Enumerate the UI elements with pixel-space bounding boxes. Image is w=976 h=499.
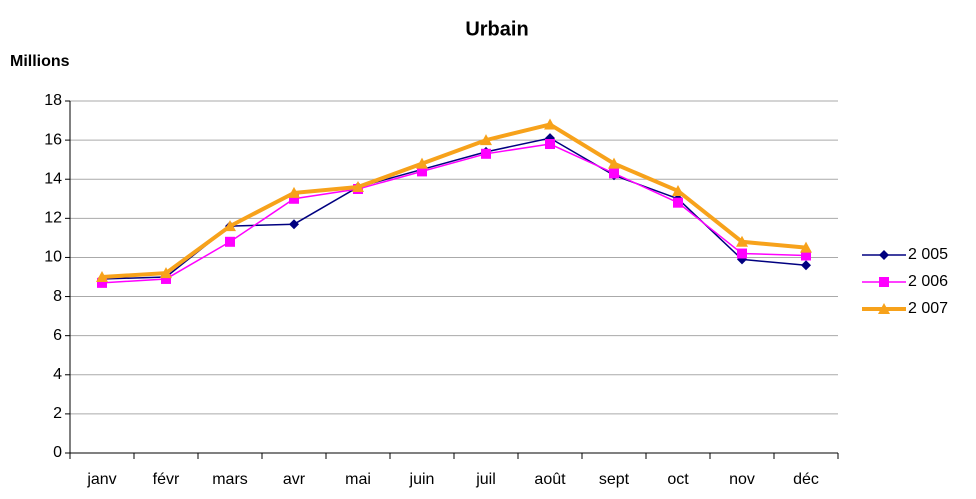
y-tick-label: 2: [53, 405, 62, 422]
y-tick-label: 4: [53, 366, 62, 383]
marker: [545, 139, 555, 150]
x-tick-label: août: [534, 471, 566, 488]
marker: [673, 197, 683, 208]
marker: [288, 186, 300, 198]
marker: [352, 181, 364, 193]
legend-label: 2 006: [908, 273, 948, 290]
y-tick-label: 6: [53, 327, 62, 344]
marker: [481, 148, 491, 159]
legend-label: 2 005: [908, 246, 948, 263]
y-tick-label: 0: [53, 444, 62, 461]
marker: [544, 118, 556, 130]
marker: [480, 134, 492, 146]
marker: [289, 193, 299, 204]
y-tick-label: 12: [44, 210, 62, 227]
marker: [96, 271, 108, 282]
marker: [879, 250, 889, 260]
series-line: [101, 122, 807, 279]
x-tick-label: oct: [667, 471, 689, 488]
marker: [878, 303, 890, 314]
marker: [609, 168, 619, 179]
marker: [225, 236, 235, 247]
marker: [800, 241, 812, 253]
marker: [160, 267, 172, 279]
y-tick-label: 10: [44, 249, 62, 266]
x-tick-label: avr: [283, 471, 306, 488]
x-tick-label: juil: [475, 471, 496, 488]
y-tick-label: 16: [44, 131, 62, 148]
marker: [224, 220, 236, 232]
marker: [289, 219, 299, 230]
marker: [801, 260, 811, 271]
x-tick-label: févr: [153, 471, 180, 488]
x-tick-label: janv: [86, 471, 116, 488]
y-axis-label: Millions: [10, 53, 70, 70]
chart-title: Urbain: [465, 18, 528, 40]
x-tick-label: sept: [599, 471, 630, 488]
marker: [417, 166, 427, 177]
legend-label: 2 007: [908, 300, 948, 317]
marker: [736, 235, 748, 247]
y-tick-label: 14: [44, 170, 62, 187]
marker: [608, 157, 620, 169]
marker: [97, 277, 107, 288]
marker: [879, 277, 889, 287]
x-tick-label: déc: [793, 471, 819, 488]
marker: [161, 273, 171, 284]
y-tick-label: 8: [53, 288, 62, 305]
marker: [737, 248, 747, 259]
x-tick-label: nov: [729, 471, 755, 488]
marker: [672, 184, 684, 196]
marker: [801, 250, 811, 261]
marker: [416, 157, 428, 169]
y-tick-label: 18: [44, 92, 62, 109]
x-tick-label: juin: [409, 471, 435, 488]
series-line: [101, 143, 807, 284]
x-tick-label: mai: [345, 471, 371, 488]
x-tick-label: mars: [212, 471, 248, 488]
